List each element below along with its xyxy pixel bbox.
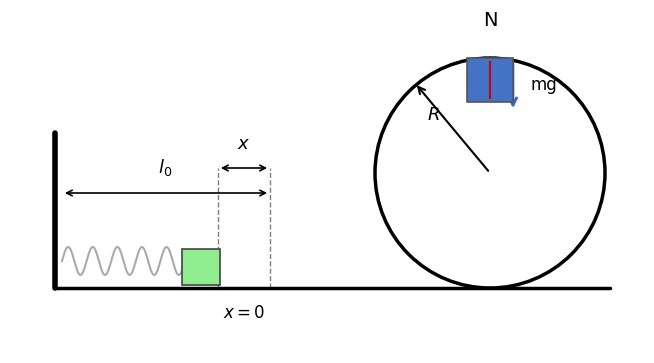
Text: $x=0$: $x=0$	[223, 304, 265, 322]
Text: $l_0$: $l_0$	[158, 157, 172, 178]
Text: $R$: $R$	[427, 106, 440, 124]
Bar	[182, 249, 220, 285]
Text: N: N	[483, 12, 497, 30]
Text: mg: mg	[530, 76, 557, 94]
Bar	[467, 58, 513, 102]
Text: $x$: $x$	[237, 135, 250, 153]
